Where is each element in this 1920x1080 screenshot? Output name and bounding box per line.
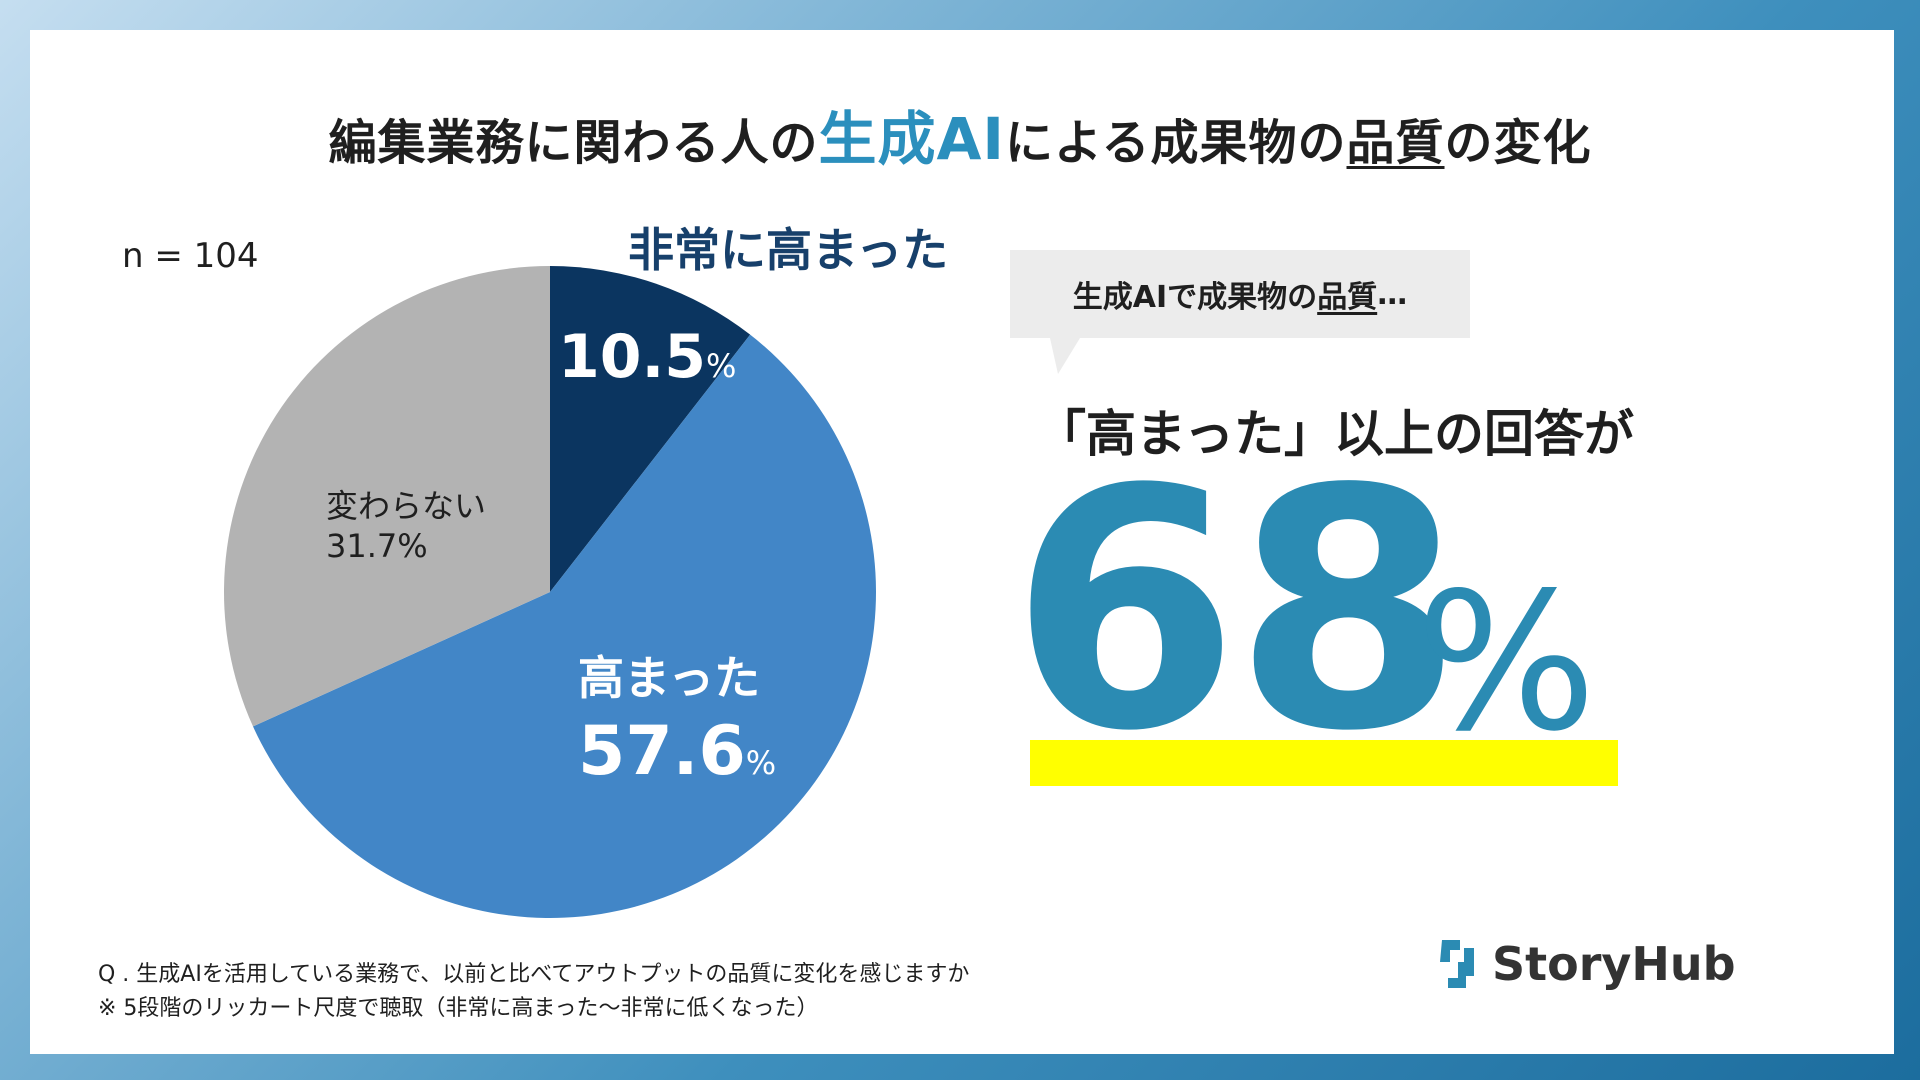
unchanged-text: 変わらない — [326, 487, 487, 525]
survey-note: ※ 5段階のリッカート尺度で聴取（非常に高まった〜非常に低くなった） — [98, 996, 819, 1021]
very-increased-value: 10.5% — [558, 322, 736, 392]
response-summary: 「高まった」以上の回答が — [1036, 405, 1634, 463]
speech-bubble-tail — [1050, 338, 1080, 374]
increased-number: 57.6 — [578, 712, 746, 791]
very-increased-label: 非常に高まった — [628, 223, 949, 277]
title-underlined: 品質 — [1346, 115, 1445, 171]
bubble-part2: … — [1377, 276, 1408, 312]
pie-slice-very-increased — [550, 266, 751, 592]
pie-slice-increased — [252, 334, 877, 919]
highlight-bar — [1030, 740, 1618, 786]
bubble-part1: 生成AIで成果物の — [1072, 280, 1318, 315]
very-increased-number: 10.5 — [558, 322, 707, 392]
storyhub-logo: StoryHub — [1432, 936, 1736, 992]
sample-size: n = 104 — [122, 236, 259, 276]
unchanged-label: 変わらない 31.7% — [326, 486, 486, 566]
title-part2: による成果物の — [1004, 115, 1347, 171]
bubble-underlined: 品質 — [1317, 280, 1378, 315]
chart-title: 編集業務に関わる人の生成AIによる成果物の品質の変化 — [0, 92, 1920, 176]
big-percent: % — [1416, 552, 1597, 773]
increased-value: 57.6% — [578, 712, 776, 791]
pie-slice-unchanged — [224, 266, 550, 727]
speech-bubble: 生成AIで成果物の 品質… — [1010, 250, 1470, 338]
increased-label: 高まった — [578, 651, 761, 705]
title-accent: 生成AI — [818, 105, 1005, 173]
title-part3: の変化 — [1444, 115, 1592, 171]
title-part1: 編集業務に関わる人の — [328, 115, 819, 171]
big-number: 68 — [1010, 419, 1463, 803]
survey-footnote: Q . 生成AIを活用している業務で、以前と比べてアウトプットの品質に変化を感じ… — [98, 958, 969, 1026]
pie-chart — [224, 266, 877, 919]
survey-question: Q . 生成AIを活用している業務で、以前と比べてアウトプットの品質に変化を感じ… — [98, 962, 970, 987]
storyhub-logo-icon — [1440, 940, 1474, 988]
unchanged-value: 31.7% — [326, 527, 428, 565]
increased-pct: % — [745, 744, 777, 782]
very-increased-pct: % — [706, 347, 737, 385]
logo-text: StoryHub — [1492, 937, 1736, 991]
